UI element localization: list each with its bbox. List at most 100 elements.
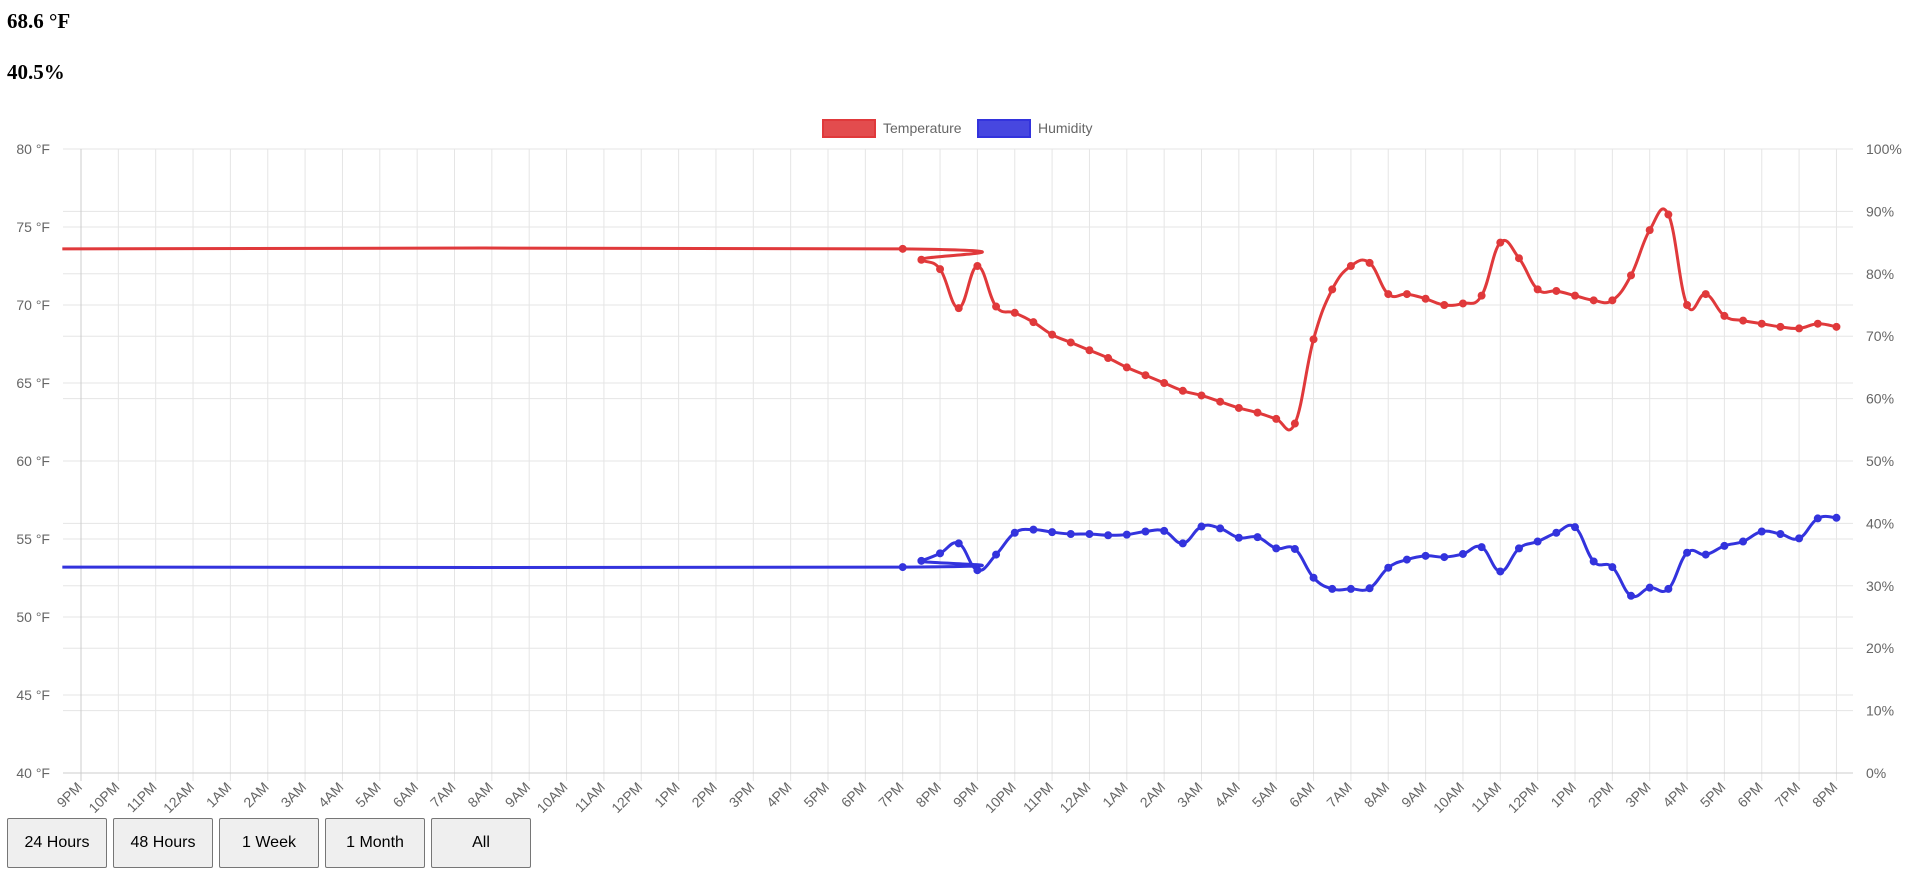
temperature-point [1048,330,1057,339]
temperature-point [1122,363,1131,372]
temperature-point [973,262,982,270]
temperature-point [1309,335,1318,344]
humidity-point [1514,544,1523,553]
x-tick-label: 6AM [1286,779,1318,811]
y-right-tick-label: 20% [1866,640,1894,656]
x-tick-label: 10AM [533,779,570,816]
temperature-point [1739,316,1748,325]
x-tick-label: 9AM [1398,779,1430,811]
x-tick-label: 1AM [1099,779,1131,811]
x-tick-label: 10PM [85,779,122,816]
x-tick-label: 5AM [352,779,384,811]
y-right-tick-label: 40% [1866,515,1894,531]
x-tick-label: 7PM [875,779,907,811]
x-tick-label: 8AM [464,779,496,811]
x-tick-label: 5AM [1249,779,1281,811]
humidity-point [1477,543,1486,552]
humidity-point [898,563,907,572]
humidity-point [1739,537,1748,546]
temperature-point [1608,296,1617,305]
x-tick-label: 10PM [982,779,1019,816]
x-tick-label: 12PM [608,779,645,816]
chart-axes: 80 °F 75 °F 70 °F 65 °F 60 °F 55 °F 50 °F 45 °F… [16,141,1901,816]
range-24-hours-button[interactable]: 24 Hours [7,818,107,868]
temperature-point [936,265,945,274]
humidity-point [1627,591,1636,600]
x-tick-label: 9PM [950,779,982,811]
temperature-point [1328,285,1337,294]
y-right-tick-label: 100% [1866,141,1902,157]
temperature-point [1627,271,1636,280]
y-right-tick-label: 70% [1866,328,1894,344]
humidity-line [62,514,1837,599]
temperature-point [1776,322,1785,331]
humidity-point [992,550,1001,559]
y-left-tick-label: 75 °F [16,219,50,235]
humidity-point [1645,583,1654,592]
x-tick-label: 2PM [1585,779,1617,811]
humidity-point [1272,544,1281,553]
x-tick-label: 2AM [240,779,272,811]
temperature-point [1216,397,1225,406]
temperature-point [1813,319,1822,328]
humidity-point [1402,555,1411,564]
humidity-point [1384,563,1393,572]
temperature-point [1757,319,1766,328]
humidity-point [1421,551,1430,560]
temperature-point [1234,403,1243,412]
range-1-week-button[interactable]: 1 Week [219,818,319,868]
x-tick-label: 7PM [1772,779,1804,811]
x-tick-label: 4AM [315,779,347,811]
temperature-point [1104,354,1113,363]
y-left-tick-label: 45 °F [16,687,50,703]
humidity-point [917,556,926,565]
temperature-point [1346,262,1355,270]
temperature-point [954,304,963,313]
temperature-point [1795,324,1804,333]
humidity-point [1757,527,1766,536]
humidity-point [1683,548,1692,557]
humidity-point [1122,530,1131,539]
temperature-legend-label: Temperature [883,120,962,136]
chart-legend: Temperature Humidity [822,119,1092,138]
temperature-point [1290,419,1299,428]
temperature-point [1421,294,1430,303]
x-tick-label: 9PM [53,779,85,811]
humidity-point [1178,539,1187,548]
chart-grid [63,148,1853,781]
x-tick-label: 8PM [912,779,944,811]
temperature-point [1645,226,1654,235]
humidity-point [1234,533,1243,542]
x-tick-label: 7AM [427,779,459,811]
y-right-tick-label: 10% [1866,703,1894,719]
y-right-tick-label: 50% [1866,453,1894,469]
x-tick-label: 3PM [726,779,758,811]
humidity-point [1066,530,1075,539]
temperature-point [1085,346,1094,355]
range-all-button[interactable]: All [431,818,531,868]
humidity-point [1795,534,1804,543]
y-left-tick-label: 65 °F [16,375,50,391]
x-tick-label: 1AM [203,779,235,811]
humidity-point [1458,549,1467,558]
range-1-month-button[interactable]: 1 Month [325,818,425,868]
humidity-point [1328,584,1337,593]
range-48-hours-button[interactable]: 48 Hours [113,818,213,868]
x-tick-label: 7AM [1323,779,1355,811]
range-button-row: 24 Hours 48 Hours 1 Week 1 Month All [7,818,531,868]
temperature-point [1701,290,1710,299]
temperature-point [1514,254,1523,263]
temperature-point [1832,322,1841,331]
y-right-tick-label: 0% [1866,765,1886,781]
x-tick-label: 11PM [123,779,159,815]
y-left-tick-label: 70 °F [16,297,50,313]
humidity-point [1776,530,1785,539]
temperature-point [1384,290,1393,299]
temperature-point [1178,386,1187,395]
humidity-point [1365,584,1374,593]
humidity-point [1832,513,1841,522]
x-tick-label: 12AM [160,779,197,816]
humidity-point [1197,522,1206,531]
x-tick-label: 12AM [1056,779,1093,816]
humidity-point [1608,563,1617,572]
